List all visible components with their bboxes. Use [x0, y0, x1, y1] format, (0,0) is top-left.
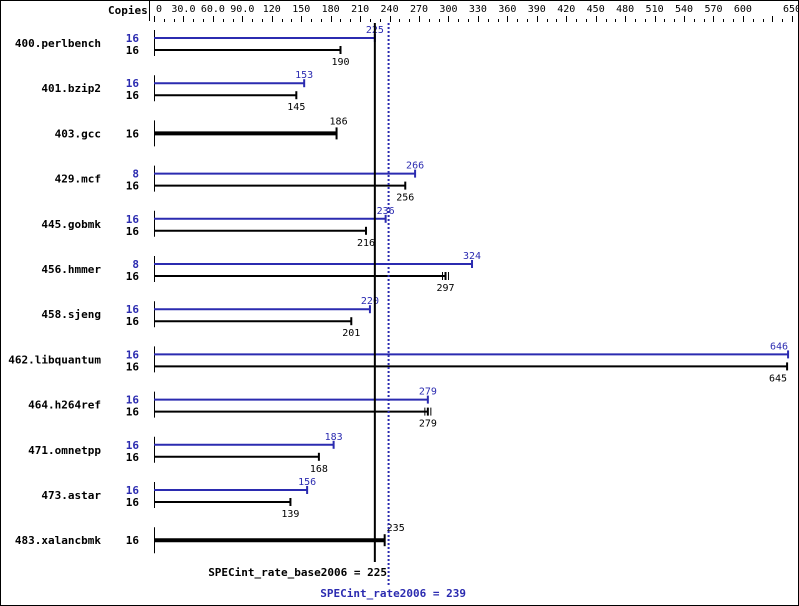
peak-copies: 8	[132, 258, 139, 271]
base-value: 216	[357, 238, 375, 249]
peak-value: 220	[361, 296, 379, 307]
base-copies: 16	[126, 127, 140, 140]
base-value: 139	[281, 509, 299, 520]
base-mean-label: SPECint_rate_base2006 = 225	[208, 566, 387, 579]
base-copies: 16	[126, 270, 140, 283]
peak-value: 279	[419, 387, 437, 398]
benchmark-label: 458.sjeng	[41, 308, 101, 321]
base-value: 235	[387, 523, 405, 534]
benchmark-label: 400.perlbench	[15, 37, 101, 50]
benchmark-label: 483.xalancbmk	[15, 534, 101, 547]
tick-label: 330	[469, 4, 487, 15]
peak-copies: 16	[126, 394, 140, 407]
base-copies: 16	[126, 315, 140, 328]
tick-label: 0	[156, 4, 162, 15]
peak-value: 183	[325, 432, 343, 443]
base-value: 645	[769, 373, 787, 384]
base-copies: 16	[126, 496, 140, 509]
base-value: 145	[287, 102, 305, 113]
base-value: 279	[419, 419, 437, 430]
benchmark-label: 401.bzip2	[41, 82, 101, 95]
tick-label: 540	[675, 4, 693, 15]
tick-label: 120	[263, 4, 281, 15]
peak-copies: 8	[132, 168, 139, 181]
tick-label: 650	[783, 4, 798, 15]
tick-label: 90.0	[230, 4, 254, 15]
base-copies: 16	[126, 534, 140, 547]
peak-mean-label: SPECint_rate2006 = 239	[320, 587, 466, 600]
tick-label: 390	[528, 4, 546, 15]
tick-label: 150	[292, 4, 310, 15]
benchmark-label: 471.omnetpp	[28, 444, 101, 457]
peak-value: 156	[298, 477, 316, 488]
tick-label: 30.0	[171, 4, 195, 15]
peak-copies: 16	[126, 32, 140, 45]
base-value: 256	[396, 193, 414, 204]
tick-label: 180	[322, 4, 340, 15]
base-value: 186	[330, 116, 348, 127]
tick-label: 270	[410, 4, 428, 15]
peak-copies: 16	[126, 348, 140, 361]
peak-copies: 16	[126, 303, 140, 316]
base-copies: 16	[126, 360, 140, 373]
base-value: 201	[342, 328, 360, 339]
base-copies: 16	[126, 406, 140, 419]
tick-label: 450	[587, 4, 605, 15]
benchmark-label: 464.h264ref	[28, 399, 101, 412]
tick-label: 420	[557, 4, 575, 15]
base-copies: 16	[126, 225, 140, 238]
tick-label: 600	[734, 4, 752, 15]
base-copies: 16	[126, 180, 140, 193]
benchmark-label: 462.libquantum	[8, 353, 101, 366]
benchmark-label: 445.gobmk	[41, 218, 101, 231]
peak-value: 646	[770, 341, 788, 352]
base-value: 297	[436, 283, 454, 294]
peak-value: 236	[377, 206, 395, 217]
benchmark-label: 456.hmmer	[41, 263, 101, 276]
tick-label: 60.0	[201, 4, 225, 15]
base-value: 190	[331, 57, 349, 68]
peak-copies: 16	[126, 484, 140, 497]
tick-label: 360	[498, 4, 516, 15]
tick-label: 510	[646, 4, 664, 15]
benchmark-label: 429.mcf	[55, 173, 101, 186]
benchmark-label: 403.gcc	[55, 127, 101, 140]
base-copies: 16	[126, 89, 140, 102]
tick-label: 240	[381, 4, 399, 15]
peak-value: 324	[463, 251, 481, 262]
base-copies: 16	[126, 451, 140, 464]
copies-header: Copies	[108, 4, 148, 17]
peak-copies: 16	[126, 213, 140, 226]
base-copies: 16	[126, 44, 140, 57]
tick-label: 570	[704, 4, 722, 15]
peak-copies: 16	[126, 77, 140, 90]
benchmark-label: 473.astar	[41, 489, 101, 502]
tick-label: 210	[351, 4, 369, 15]
tick-label: 480	[616, 4, 634, 15]
peak-value: 153	[295, 70, 313, 81]
peak-value: 266	[406, 161, 424, 172]
tick-label: 300	[439, 4, 457, 15]
peak-copies: 16	[126, 439, 140, 452]
base-value: 168	[310, 464, 328, 475]
